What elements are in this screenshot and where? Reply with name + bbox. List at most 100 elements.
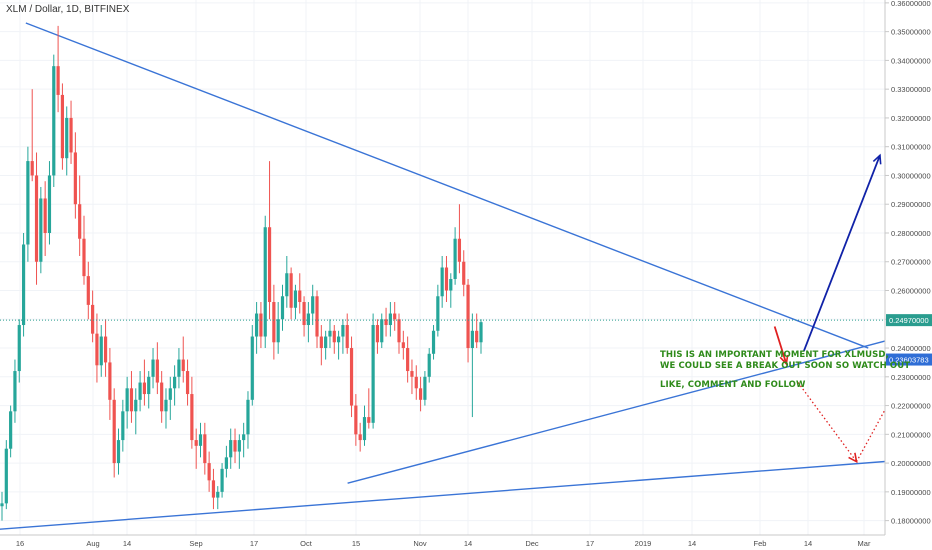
x-tick-label: 14: [688, 539, 696, 548]
candle-body: [410, 371, 414, 377]
candle-body: [177, 359, 181, 377]
arrow-head: [779, 354, 789, 366]
x-axis[interactable]: 16 Aug 14 Sep 17 Oct 15 Nov 14 Dec 17 2019 14 Feb 14 Ma…: [16, 539, 871, 548]
y-tick-label: 0.36000000: [891, 0, 931, 8]
projection-arrow: [773, 326, 788, 365]
candle-body: [423, 376, 427, 400]
candle-body: [470, 330, 474, 349]
candle: [237, 434, 241, 469]
candle-body: [328, 330, 332, 337]
x-axis-panel: [0, 535, 932, 550]
candle-body: [168, 388, 172, 400]
candle: [431, 325, 436, 360]
projection-arrows[interactable]: [773, 152, 932, 464]
candle-body: [293, 290, 298, 308]
candle-body: [34, 175, 39, 262]
candle-body: [384, 319, 388, 326]
trendlines[interactable]: [0, 22, 921, 532]
candle: [336, 330, 341, 360]
candle-body: [280, 296, 285, 320]
candle-body: [95, 333, 99, 366]
candle-body: [160, 382, 164, 412]
candle: [207, 451, 211, 492]
candle: [164, 388, 168, 429]
candle-body: [9, 411, 13, 449]
x-tick-label: Nov: [413, 539, 427, 548]
candle-body: [229, 440, 233, 458]
candle-body: [190, 394, 194, 441]
candle-body: [203, 434, 207, 464]
price-labels: 0.24970000 0.23603783: [886, 314, 932, 366]
candle-body: [311, 296, 315, 314]
candle-body: [198, 434, 203, 446]
current-price-label-bg: [886, 353, 932, 366]
candle-body: [380, 319, 384, 343]
candle: [129, 371, 134, 423]
candle-body: [371, 325, 375, 423]
candle: [479, 319, 483, 354]
candle: [121, 399, 125, 452]
candle: [220, 463, 224, 498]
candle: [319, 325, 323, 366]
annotation-line-2: WE COULD SEE A BREAK OUT SOON SO WATCH O…: [660, 361, 911, 371]
candle-body: [246, 399, 250, 435]
candle: [216, 486, 220, 510]
candle: [475, 313, 479, 349]
candle-body: [116, 440, 121, 464]
candle-body: [375, 325, 380, 343]
candle-body: [440, 267, 444, 297]
candle: [0, 491, 4, 521]
x-tick-label: Dec: [525, 539, 539, 548]
x-tick-label: 17: [586, 539, 594, 548]
candle: [103, 319, 108, 377]
candle-body: [444, 267, 449, 291]
candle: [311, 284, 315, 326]
candle-body: [56, 66, 60, 95]
candle: [410, 359, 414, 395]
candle-body: [207, 463, 211, 481]
candle-body: [13, 371, 17, 412]
candle-body: [129, 388, 134, 412]
candle: [9, 405, 13, 458]
candle: [185, 359, 190, 406]
candle-body: [60, 94, 65, 159]
x-tick-label: Mar: [858, 539, 871, 548]
candle-body: [462, 261, 466, 285]
candle-body: [341, 325, 345, 337]
candle: [78, 175, 82, 256]
candle: [457, 204, 462, 274]
candle: [349, 336, 354, 418]
candle: [246, 391, 250, 449]
y-tick-label: 0.28000000: [891, 229, 931, 238]
candle-body: [112, 399, 116, 464]
candle: [341, 319, 345, 354]
projection-arrow-dotted: [797, 382, 858, 463]
candle: [65, 106, 69, 176]
y-axis[interactable]: 0.36000000 0.35000000 0.34000000 0.33000000…: [885, 0, 931, 526]
candle: [427, 348, 431, 383]
candle-body: [367, 417, 371, 423]
candle-body: [26, 161, 30, 245]
candle-body: [30, 161, 34, 176]
current-price-label: 0.23603783: [889, 356, 929, 365]
arrow-head: [872, 153, 882, 165]
last-price-label: 0.24970000: [889, 316, 929, 325]
candle: [26, 146, 30, 262]
candle: [393, 302, 397, 331]
candle-body: [17, 325, 21, 372]
candle-body: [73, 152, 77, 205]
candle-body: [475, 330, 479, 343]
candle: [73, 132, 77, 219]
candle-body: [255, 313, 259, 337]
candle: [449, 273, 453, 308]
candle-body: [250, 336, 254, 400]
candle: [147, 371, 151, 409]
candle: [315, 290, 319, 349]
candle-body: [142, 382, 147, 395]
y-tick-label: 0.20000000: [891, 459, 931, 468]
candle: [367, 388, 371, 429]
candle: [211, 468, 216, 510]
candle-body: [194, 440, 198, 446]
candle-body: [289, 273, 293, 308]
